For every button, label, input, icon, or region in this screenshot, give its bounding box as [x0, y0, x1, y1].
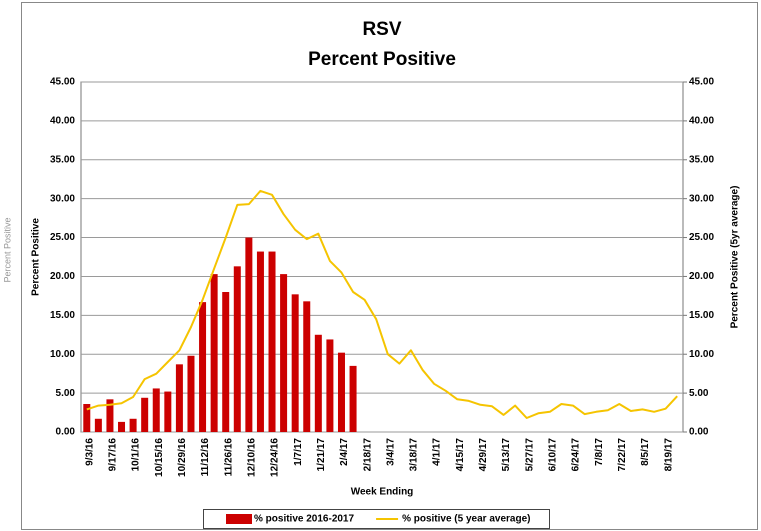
x-tick-label: 12/10/16 [247, 438, 258, 477]
y2-tick-label: 45.00 [689, 77, 714, 88]
legend-swatch [226, 514, 252, 524]
x-tick-label: 4/29/17 [478, 438, 489, 472]
bar [118, 421, 126, 432]
bar [268, 251, 276, 432]
bar [199, 302, 207, 432]
y-tick-label: 5.00 [56, 388, 76, 399]
x-tick-label: 8/19/17 [663, 438, 674, 472]
bar [106, 399, 114, 432]
y2-tick-label: 20.00 [689, 271, 714, 282]
bar [245, 237, 253, 432]
y2-tick-label: 5.00 [689, 388, 709, 399]
bar [233, 266, 241, 432]
y-tick-label: 45.00 [50, 77, 75, 88]
x-tick-label: 4/1/17 [432, 438, 443, 466]
y-tick-label: 35.00 [50, 154, 75, 165]
y-axis-title: Percent Positive [31, 218, 42, 296]
x-tick-label: 8/5/17 [640, 438, 651, 466]
x-tick-label: 6/24/17 [571, 438, 582, 472]
x-axis-title: Week Ending [351, 487, 414, 498]
bar [303, 301, 311, 432]
plot-area [80, 81, 684, 433]
y-tick-label: 10.00 [50, 349, 75, 360]
y-tick-label: 0.00 [56, 427, 76, 438]
line-series [86, 189, 678, 419]
bar [349, 365, 357, 432]
x-tick-label: 11/26/16 [223, 438, 234, 477]
x-tick-label: 1/21/17 [316, 438, 327, 472]
x-tick-label: 6/10/17 [548, 438, 559, 472]
x-tick-label: 5/27/17 [524, 438, 535, 472]
y2-tick-label: 25.00 [689, 232, 714, 243]
y-tick-label: 40.00 [50, 116, 75, 127]
bar [129, 418, 137, 432]
bar [210, 274, 218, 432]
y-tick-label: 20.00 [50, 271, 75, 282]
y2-tick-label: 10.00 [689, 349, 714, 360]
x-tick-label: 2/4/17 [339, 438, 350, 466]
side-label: Percent Positive [2, 217, 12, 282]
legend-label: % positive 2016-2017 [254, 514, 354, 525]
y2-tick-label: 40.00 [689, 116, 714, 127]
bar [256, 251, 264, 432]
x-tick-label: 10/15/16 [154, 438, 165, 477]
x-tick-label: 3/18/17 [409, 438, 420, 472]
chart-title: RSV [362, 19, 401, 40]
x-tick-label: 10/29/16 [177, 438, 188, 477]
chart-subtitle: Percent Positive [308, 49, 456, 70]
x-tick-label: 12/24/16 [270, 438, 281, 477]
legend-label: % positive (5 year average) [402, 514, 530, 525]
y-tick-label: 15.00 [50, 310, 75, 321]
bar [175, 364, 183, 432]
bar [337, 352, 345, 432]
x-tick-label: 9/17/16 [108, 438, 119, 472]
bar [187, 355, 195, 432]
x-tick-label: 3/4/17 [385, 438, 396, 466]
bar [326, 339, 334, 432]
x-tick-label: 11/12/16 [200, 438, 211, 477]
x-tick-label: 2/18/17 [362, 438, 373, 472]
bar [141, 397, 149, 432]
x-tick-label: 10/1/16 [131, 438, 142, 472]
bar [83, 404, 91, 432]
x-tick-label: 4/15/17 [455, 438, 466, 472]
x-tick-label: 1/7/17 [293, 438, 304, 466]
x-tick-label: 9/3/16 [84, 438, 95, 466]
y2-tick-label: 0.00 [689, 427, 709, 438]
bar [314, 334, 322, 432]
y2-axis-title: Percent Positive (5yr average) [730, 186, 741, 329]
bar [152, 388, 160, 432]
bar [280, 274, 288, 432]
y2-tick-label: 15.00 [689, 310, 714, 321]
y-tick-label: 25.00 [50, 232, 75, 243]
bar [222, 292, 230, 432]
x-tick-label: 7/8/17 [594, 438, 605, 466]
y2-tick-label: 35.00 [689, 154, 714, 165]
x-tick-label: 5/13/17 [501, 438, 512, 472]
bar [94, 418, 102, 432]
y-tick-label: 30.00 [50, 193, 75, 204]
x-tick-label: 7/22/17 [617, 438, 628, 472]
y2-tick-label: 30.00 [689, 193, 714, 204]
bar [291, 294, 299, 432]
bar [164, 391, 172, 432]
